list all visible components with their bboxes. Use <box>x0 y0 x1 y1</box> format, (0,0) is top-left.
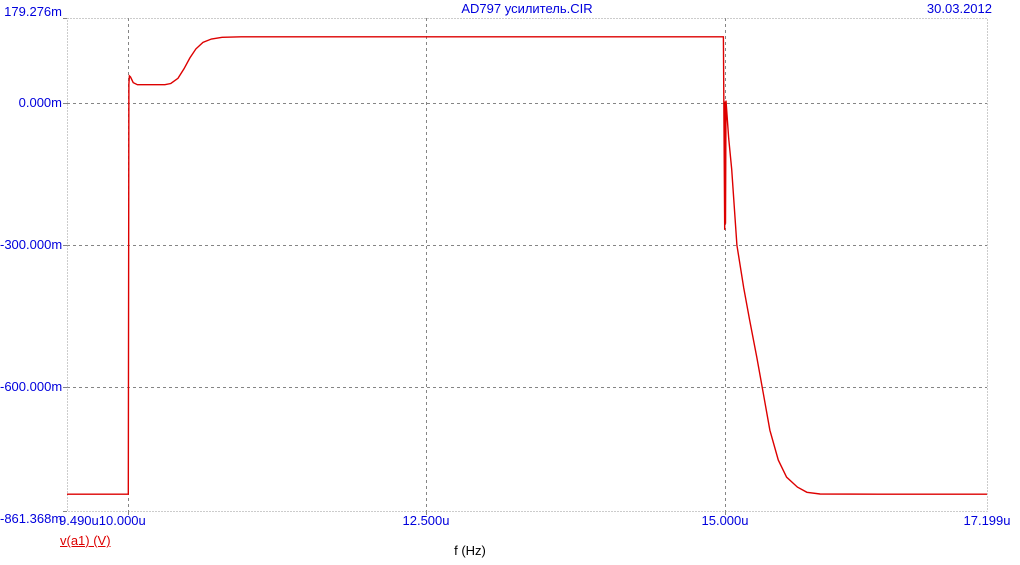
trace-legend-v-a1[interactable]: v(a1) (V) <box>60 533 111 548</box>
x-tick-label-group: 9.490u10.000u <box>59 514 146 527</box>
x-tick-label: 17.199u <box>963 513 1011 528</box>
x-axis-expression-label: f (Hz) <box>454 543 486 558</box>
waveform-trace[interactable] <box>67 36 987 495</box>
y-tick-label: 0.000m <box>18 95 62 110</box>
y-tick-label: -300.000m <box>0 237 63 252</box>
x-tick-label: 12.500u <box>402 513 450 528</box>
x-tick-label: 9.490u <box>59 513 99 528</box>
plot-title: AD797 усилитель.CIR <box>461 1 593 16</box>
plot-border <box>67 18 988 512</box>
y-tick-label: 179.276m <box>4 4 62 19</box>
date-label: 30.03.2012 <box>926 1 992 16</box>
y-tick-label: -600.000m <box>0 379 63 394</box>
y-tick-label: -861.368m <box>0 511 63 526</box>
x-tick-label: 15.000u <box>701 513 749 528</box>
x-tick-label: 10.000u <box>98 513 146 528</box>
